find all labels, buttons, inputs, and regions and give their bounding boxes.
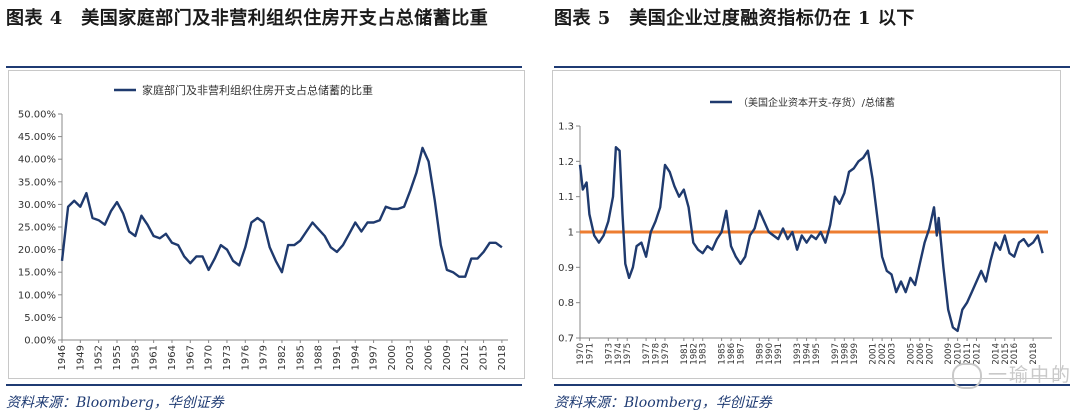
y-tick-label: 40.00% <box>18 155 56 166</box>
x-tick-label: 1993 <box>793 343 803 365</box>
x-tick-label: 1967 <box>185 345 196 370</box>
x-tick-label: 1991 <box>332 345 343 370</box>
left-chart-frame <box>8 70 525 379</box>
x-tick-label: 2010 <box>954 343 964 365</box>
y-tick-label: 0.9 <box>558 263 574 274</box>
x-tick-label: 2007 <box>925 343 935 365</box>
x-tick-label: 2015 <box>1001 343 1011 365</box>
x-tick-label: 1985 <box>718 343 728 365</box>
left-figure-title: 图表 4 美国家庭部门及非营利组织住房开支占总储蓄比重 <box>6 8 489 29</box>
x-tick-label: 1995 <box>812 343 822 365</box>
x-tick-label: 1985 <box>295 345 306 370</box>
x-tick-label: 1946 <box>57 345 68 370</box>
right-title-rule <box>554 66 1070 68</box>
x-tick-label: 1994 <box>803 343 813 365</box>
y-tick-label: 45.00% <box>18 132 56 143</box>
left-chart: 家庭部门及非营利组织住房开支占总储蓄的比重 0.00% 5.00% 10.00% 15.… <box>8 70 525 379</box>
x-tick-label: 1990 <box>765 343 775 365</box>
right-source: 资料来源：Bloomberg，华创证券 <box>554 395 772 411</box>
x-tick-label: 2011 <box>963 343 973 365</box>
x-tick-label: 1989 <box>755 343 765 365</box>
left-title-rule <box>6 66 522 68</box>
x-tick-label: 2003 <box>405 345 416 370</box>
x-tick-label: 1997 <box>369 345 380 370</box>
x-tick-label: 2005 <box>906 343 916 365</box>
x-tick-label: 1986 <box>727 343 737 365</box>
legend-label: （美国企业资本开支-存货）/总储蓄 <box>738 96 895 109</box>
y-tick-label: 0.8 <box>558 298 574 309</box>
x-tick-label: 1970 <box>576 343 586 365</box>
x-tick-label: 2012 <box>972 343 982 365</box>
y-tick-label: 0.7 <box>558 334 574 345</box>
x-tick-label: 1975 <box>623 343 633 365</box>
x-tick-label: 1973 <box>604 343 614 365</box>
series-line <box>578 146 1044 333</box>
x-tick-label: 1994 <box>350 345 361 370</box>
x-tick-label: 2015 <box>479 345 490 370</box>
x-tick-label: 2018 <box>1029 343 1039 365</box>
x-tick-label: 2018 <box>497 345 508 370</box>
x-tick-label: 1964 <box>167 345 178 370</box>
right-chart: （美国企业资本开支-存货）/总储蓄 0.7 0.8 0.9 1 1.1 1.2 1.3 1970… <box>552 70 1061 379</box>
watermark-text: 一瑜中的 <box>987 364 1072 386</box>
x-tick-label: 1971 <box>585 343 595 365</box>
x-tick-label: 1997 <box>831 343 841 365</box>
left-bottom-rule <box>6 384 522 386</box>
x-tick-label: 1998 <box>840 343 850 365</box>
left-source: 资料来源：Bloomberg，华创证券 <box>6 395 224 411</box>
y-tick-label: 10.00% <box>18 290 56 301</box>
x-tick-label: 1981 <box>680 343 690 365</box>
right-bottom-rule <box>554 384 1070 386</box>
x-tick-label: 2006 <box>916 343 926 365</box>
x-tick-label: 2009 <box>442 345 453 370</box>
x-tick-label: 1979 <box>259 345 270 370</box>
x-tick-label: 1973 <box>222 345 233 370</box>
x-tick-label: 2012 <box>460 345 471 370</box>
x-tick-label: 2000 <box>387 345 398 370</box>
y-tick-label: 25.00% <box>18 223 56 234</box>
x-tick-label: 2016 <box>1010 343 1020 365</box>
series-line <box>60 146 503 278</box>
y-tick-label: 0.00% <box>24 336 56 347</box>
x-tick-label: 1976 <box>240 345 251 370</box>
x-tick-label: 2002 <box>878 343 888 365</box>
y-tick-label: 5.00% <box>24 313 56 324</box>
right-chart-frame <box>552 70 1061 379</box>
x-tick-label: 1982 <box>277 345 288 370</box>
y-tick-label: 1.2 <box>558 157 574 168</box>
x-tick-label: 1970 <box>204 345 215 370</box>
x-tick-label: 2014 <box>991 343 1001 365</box>
y-tick-label: 50.00% <box>18 110 56 121</box>
y-tick-label: 1.1 <box>558 192 574 203</box>
y-tick-label: 35.00% <box>18 177 56 188</box>
x-tick-label: 1983 <box>699 343 709 365</box>
x-tick-label: 1999 <box>850 343 860 365</box>
x-tick-label: 2009 <box>944 343 954 365</box>
x-tick-label: 1991 <box>774 343 784 365</box>
x-tick-label: 1982 <box>689 343 699 365</box>
y-tick-label: 20.00% <box>18 245 56 256</box>
x-tick-label: 1979 <box>661 343 671 365</box>
x-tick-label: 1958 <box>130 345 141 370</box>
x-tick-label: 1974 <box>614 343 624 365</box>
x-tick-label: 1977 <box>642 343 652 365</box>
y-tick-label: 30.00% <box>18 200 56 211</box>
y-tick-label: 15.00% <box>18 268 56 279</box>
x-tick-label: 2001 <box>869 343 879 365</box>
x-tick-label: 1952 <box>94 345 105 370</box>
x-tick-label: 1949 <box>75 345 86 370</box>
legend-label: 家庭部门及非营利组织住房开支占总储蓄的比重 <box>142 83 373 97</box>
y-tick-label: 1.3 <box>558 122 574 133</box>
x-tick-label: 1961 <box>149 345 160 370</box>
x-tick-label: 1978 <box>652 343 662 365</box>
x-tick-label: 1987 <box>736 343 746 365</box>
x-tick-label: 2003 <box>888 343 898 365</box>
x-tick-label: 1988 <box>314 345 325 370</box>
x-tick-label: 2006 <box>424 345 435 370</box>
right-figure-title: 图表 5 美国企业过度融资指标仍在 1 以下 <box>554 8 915 29</box>
y-tick-label: 1 <box>568 228 574 239</box>
watermark: 一瑜中的 <box>951 360 1072 389</box>
x-tick-label: 1955 <box>112 345 123 370</box>
wechat-icon <box>951 362 982 389</box>
